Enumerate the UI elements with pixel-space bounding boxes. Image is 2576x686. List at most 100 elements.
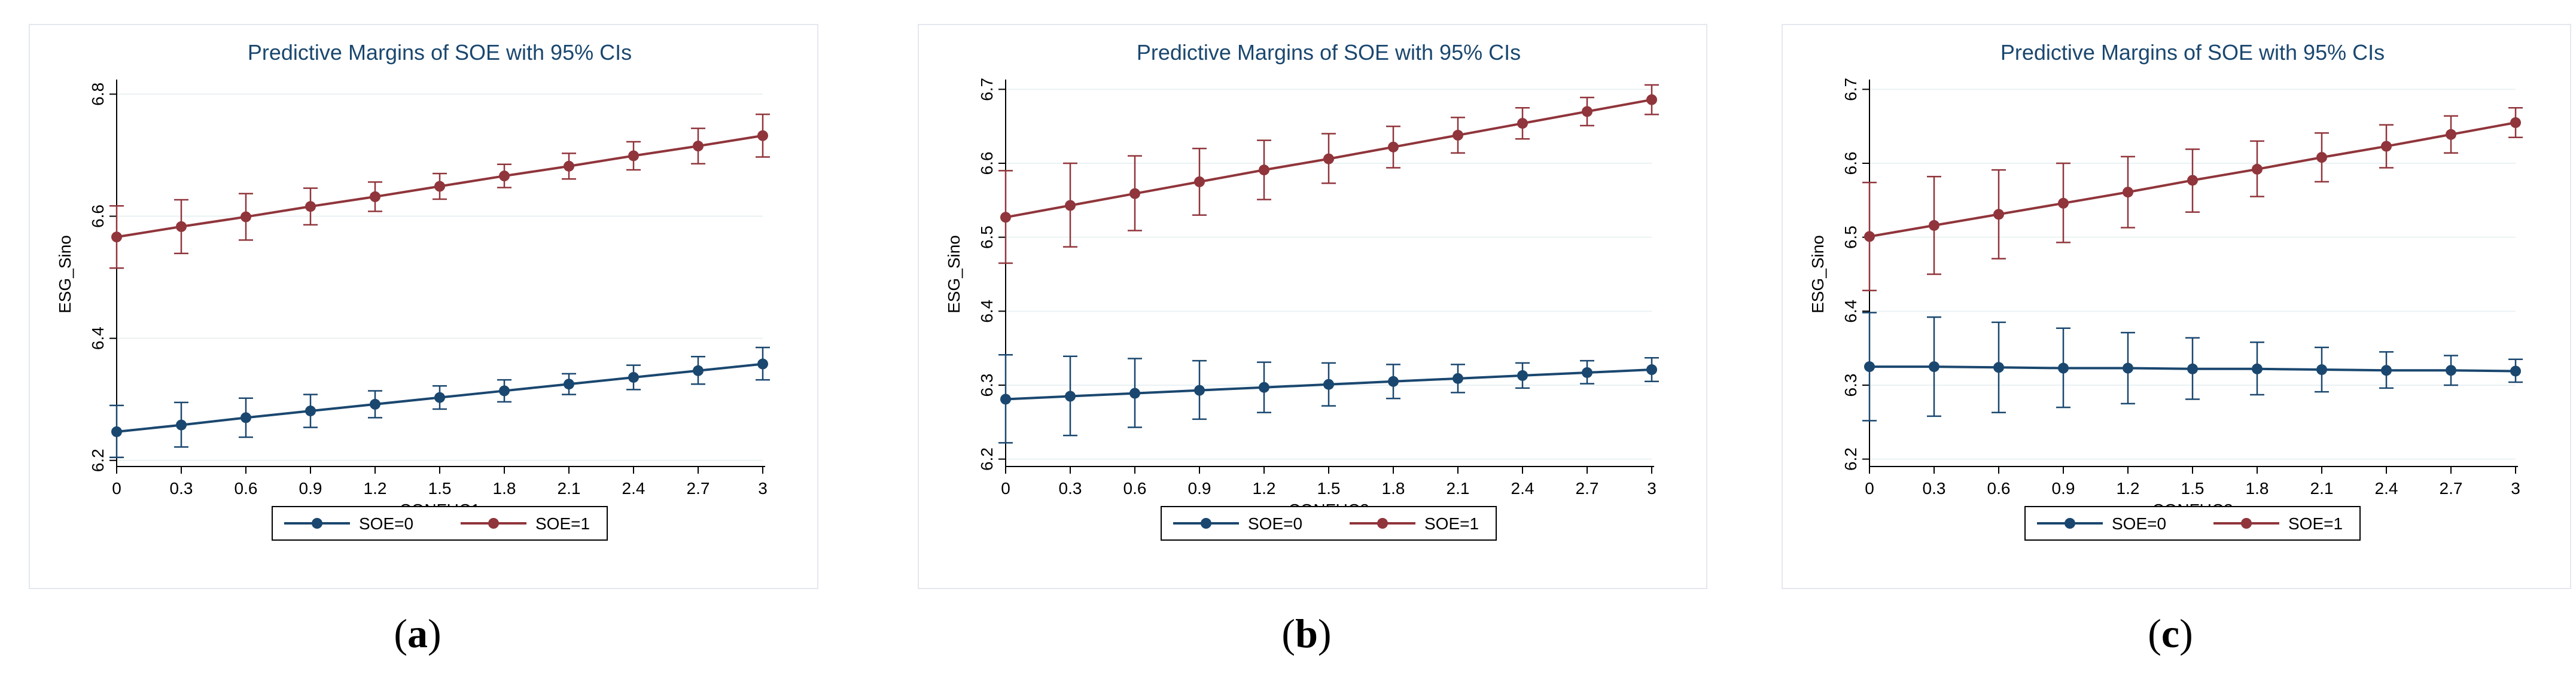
- data-point: [2123, 362, 2133, 374]
- data-point: [1259, 382, 1269, 393]
- x-tick-label: 1.2: [364, 479, 387, 498]
- legend-marker: [312, 518, 322, 529]
- x-tick-label: 2.4: [622, 479, 645, 498]
- data-point: [1864, 231, 1875, 242]
- x-tick-label: 2.7: [2440, 479, 2463, 498]
- data-point: [1388, 376, 1399, 387]
- x-tick-label: 2.4: [1511, 479, 1534, 498]
- data-point: [2510, 117, 2521, 129]
- data-point: [2187, 363, 2198, 374]
- caption-a: (a): [394, 611, 441, 656]
- legend-label: SOE=1: [2288, 514, 2343, 533]
- x-tick-label: 0.3: [1059, 479, 1082, 498]
- x-tick-label: 0: [1865, 479, 1874, 498]
- data-point: [176, 221, 187, 232]
- data-point: [2316, 152, 2327, 163]
- chart-panel-c: Predictive Margins of SOE with 95% CIs 6.…: [1782, 24, 2571, 589]
- series-soe-1: [998, 84, 1659, 264]
- x-tick-label: 1.8: [493, 479, 516, 498]
- data-point: [757, 358, 768, 370]
- chart-svg: Predictive Margins of SOE with 95% CIs 6.…: [945, 40, 1659, 541]
- data-point: [1582, 367, 1593, 378]
- data-point: [305, 405, 316, 417]
- data-point: [1388, 141, 1399, 153]
- y-axis-title: ESG_Sino: [1808, 235, 1827, 313]
- legend: SOE=0 SOE=1: [2024, 506, 2361, 541]
- data-point: [1323, 379, 1334, 390]
- y-tick-label: 6.7: [1841, 78, 1860, 101]
- x-tick-label: 2.1: [1447, 479, 1470, 498]
- data-point: [176, 419, 187, 431]
- x-tick-label: 1.8: [2246, 479, 2269, 498]
- legend-label: SOE=0: [2112, 514, 2166, 533]
- x-tick-label: 2.7: [1576, 479, 1599, 498]
- chart-svg: Predictive Margins of SOE with 95% CIs 6.…: [56, 40, 770, 541]
- x-tick-label: 2.1: [558, 479, 581, 498]
- data-point: [2252, 363, 2263, 374]
- y-tick-label: 6.5: [978, 225, 996, 249]
- data-point: [1259, 164, 1269, 176]
- x-tick-label: 1.5: [428, 479, 452, 498]
- legend-box: [272, 506, 608, 541]
- chart-svg: Predictive Margins of SOE with 95% CIs 6.…: [1808, 40, 2523, 541]
- series-soe-1: [1862, 107, 2523, 291]
- x-tick-label: 3: [758, 479, 768, 498]
- data-point: [434, 392, 445, 403]
- x-tick-label: 1.8: [1382, 479, 1405, 498]
- y-tick-label: 6.4: [978, 300, 996, 323]
- y-tick-label: 6.6: [89, 205, 107, 228]
- data-point: [628, 150, 639, 161]
- data-point: [2381, 365, 2392, 376]
- x-tick-label: 0.3: [170, 479, 193, 498]
- data-point: [111, 426, 122, 437]
- data-point: [2058, 197, 2069, 209]
- y-tick-label: 6.6: [978, 152, 996, 175]
- data-point: [434, 181, 445, 192]
- data-point: [2381, 141, 2392, 152]
- data-point: [1646, 364, 1657, 376]
- data-point: [1065, 200, 1076, 211]
- chart-panel-b: Predictive Margins of SOE with 95% CIs 6.…: [918, 24, 1707, 589]
- data-point: [1993, 362, 2004, 373]
- chart-title: Predictive Margins of SOE with 95% CIs: [248, 40, 632, 65]
- x-tick-label: 3: [2511, 479, 2520, 498]
- data-point: [757, 130, 768, 141]
- x-tick-label: 2.7: [687, 479, 710, 498]
- y-tick-label: 6.3: [978, 374, 996, 397]
- data-point: [1582, 106, 1593, 117]
- x-tick-label: 1.2: [1253, 479, 1276, 498]
- data-point: [1000, 212, 1011, 223]
- data-point: [1129, 388, 1140, 399]
- legend-marker: [2241, 518, 2252, 529]
- data-point: [499, 385, 510, 397]
- x-tick-label: 0.6: [235, 479, 258, 498]
- chart-title: Predictive Margins of SOE with 95% CIs: [1137, 40, 1521, 65]
- data-point: [1323, 153, 1334, 164]
- data-point: [2510, 365, 2521, 377]
- series-soe-1: [109, 113, 770, 269]
- data-point: [693, 141, 704, 152]
- data-point: [628, 371, 639, 383]
- data-point: [1993, 209, 2004, 220]
- legend-marker: [2065, 518, 2075, 529]
- data-point: [693, 365, 704, 376]
- legend: SOE=0 SOE=1: [1161, 506, 1497, 541]
- x-tick-label: 0.9: [1188, 479, 1211, 498]
- series-soe-0: [109, 346, 770, 458]
- data-point: [2252, 163, 2263, 175]
- x-tick-label: 0: [1001, 479, 1010, 498]
- y-tick-label: 6.8: [89, 83, 107, 106]
- data-point: [1453, 373, 1463, 384]
- x-tick-label: 3: [1647, 479, 1657, 498]
- x-tick-label: 0.3: [1923, 479, 1946, 498]
- y-tick-label: 6.2: [89, 449, 107, 472]
- y-tick-label: 6.2: [1841, 447, 1860, 471]
- data-point: [1194, 385, 1205, 396]
- data-point: [305, 201, 316, 212]
- legend-marker: [1201, 518, 1211, 529]
- y-tick-label: 6.4: [89, 327, 107, 350]
- data-point: [564, 160, 574, 172]
- x-tick-label: 1.5: [1317, 479, 1341, 498]
- caption-c: (c): [2148, 611, 2193, 656]
- data-point: [1129, 188, 1140, 199]
